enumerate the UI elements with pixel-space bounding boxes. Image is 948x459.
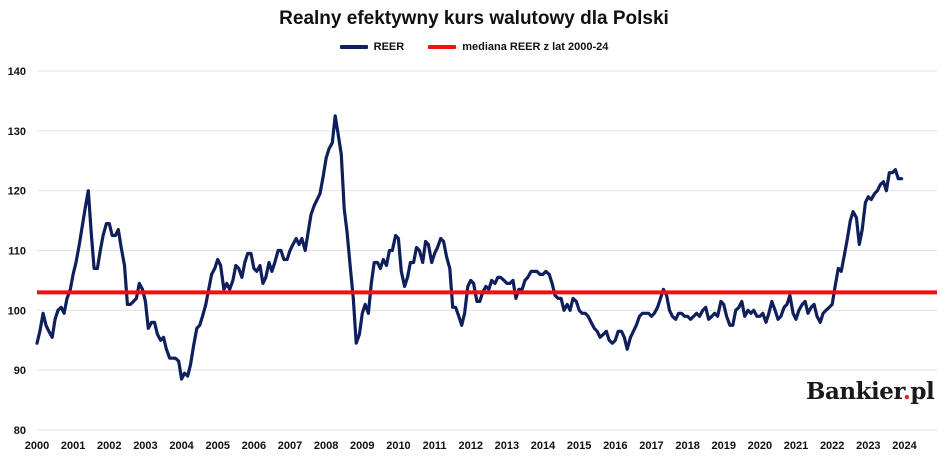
x-tick-label: 2021 — [784, 440, 808, 452]
x-tick-label: 2014 — [531, 440, 556, 452]
x-tick-label: 2018 — [675, 440, 699, 452]
x-tick-label: 2007 — [278, 440, 302, 452]
x-tick-label: 2010 — [386, 440, 410, 452]
x-tick-label: 2017 — [639, 440, 663, 452]
x-tick-label: 2005 — [205, 440, 229, 452]
x-tick-label: 2023 — [856, 440, 880, 452]
logo-suffix: pl — [910, 378, 935, 405]
x-tick-label: 2024 — [892, 440, 917, 452]
chart-title: Realny efektywny kurs walutowy dla Polsk… — [279, 8, 669, 29]
bankier-logo: Bankier.pl — [806, 378, 935, 405]
legend-swatch-reer — [339, 45, 368, 49]
y-tick-label: 80 — [14, 425, 26, 437]
legend-label-reer: REER — [373, 41, 405, 53]
y-tick-label: 140 — [8, 66, 26, 78]
y-tick-label: 110 — [8, 246, 26, 258]
legend: REER mediana REER z lat 2000-24 — [0, 41, 948, 53]
x-tick-label: 2009 — [350, 440, 374, 452]
legend-item-reer: REER — [339, 41, 405, 53]
x-tick-label: 2012 — [458, 440, 482, 452]
x-tick-label: 2006 — [242, 440, 266, 452]
x-tick-label: 2020 — [748, 440, 772, 452]
x-tick-label: 2008 — [314, 440, 338, 452]
y-tick-label: 90 — [14, 365, 26, 377]
logo-dot: . — [902, 378, 911, 405]
x-tick-label: 2022 — [820, 440, 844, 452]
x-tick-label: 2015 — [567, 440, 591, 452]
x-tick-label: 2013 — [495, 440, 519, 452]
x-tick-label: 2004 — [169, 440, 194, 452]
x-tick-label: 2003 — [133, 440, 157, 452]
x-tick-label: 2016 — [603, 440, 627, 452]
logo-text: Bankier — [806, 378, 903, 405]
legend-item-median: mediana REER z lat 2000-24 — [428, 41, 608, 53]
legend-label-median: mediana REER z lat 2000-24 — [462, 41, 609, 53]
x-tick-label: 2001 — [61, 440, 85, 452]
legend-swatch-median — [428, 45, 457, 49]
x-tick-label: 2011 — [423, 440, 447, 452]
x-tick-label: 2002 — [97, 440, 121, 452]
x-tick-label: 2019 — [712, 440, 736, 452]
y-tick-label: 120 — [8, 186, 26, 198]
y-tick-label: 100 — [8, 305, 26, 317]
series-line-reer — [35, 114, 904, 381]
x-tick-label: 2000 — [25, 440, 49, 452]
y-tick-label: 130 — [8, 126, 26, 138]
